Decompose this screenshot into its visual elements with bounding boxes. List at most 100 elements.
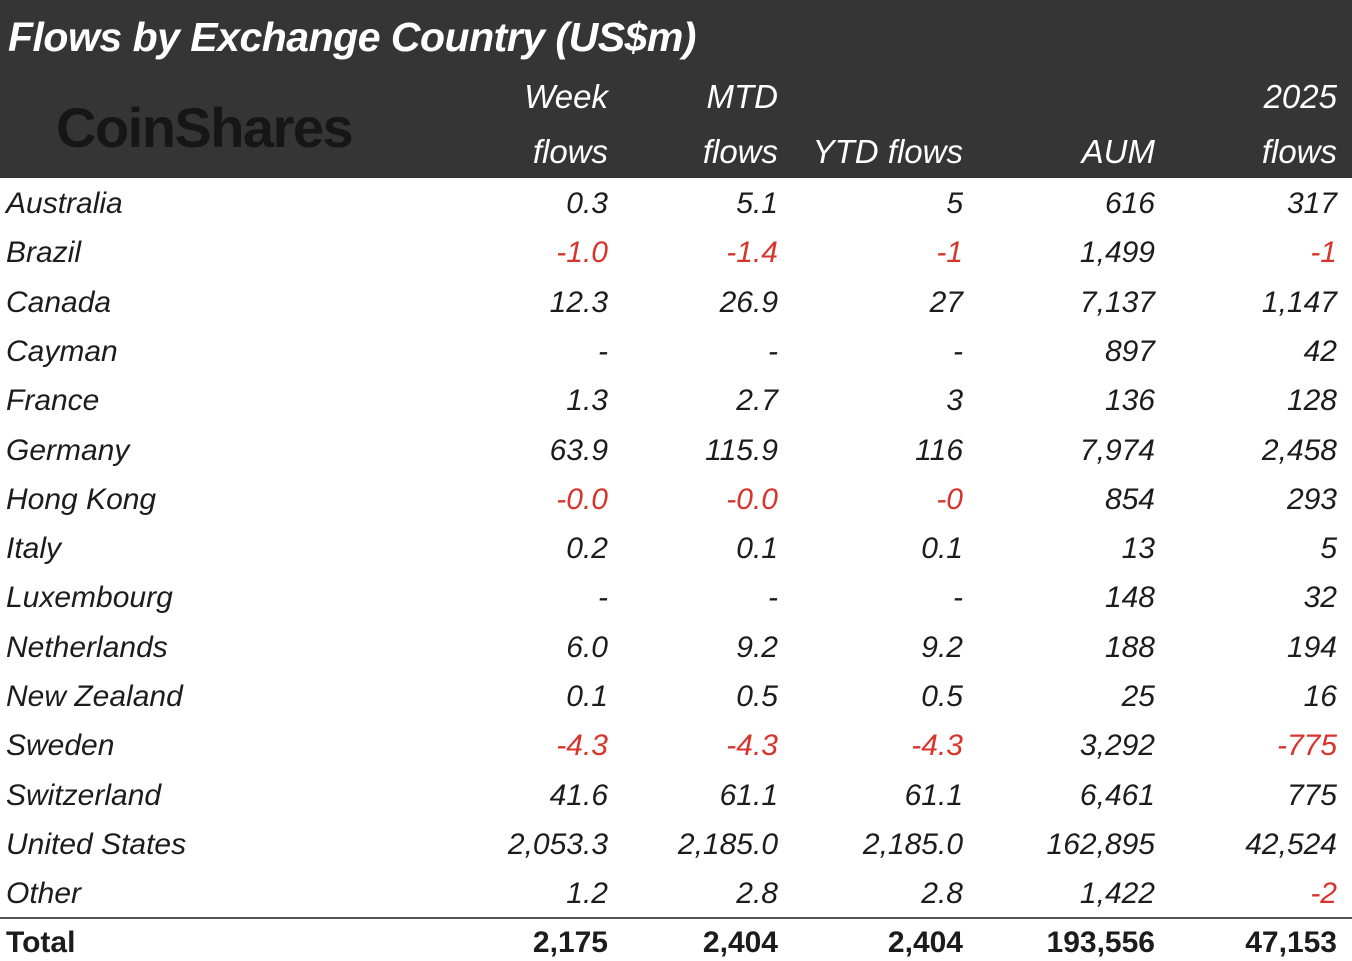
cell: -1 xyxy=(936,236,963,270)
row-label: United States xyxy=(6,827,187,861)
cell: 13 xyxy=(1121,532,1155,566)
cell: 775 xyxy=(1286,778,1337,812)
column-header: flows xyxy=(532,133,608,170)
cell: 136 xyxy=(1104,384,1155,418)
cell: 9.2 xyxy=(736,630,778,664)
cell: 5 xyxy=(946,187,963,220)
cell: 42,524 xyxy=(1245,827,1337,861)
cell: 42 xyxy=(1303,334,1337,368)
total-cell: 47,153 xyxy=(1245,926,1337,959)
cell: 2.8 xyxy=(921,877,963,911)
cell: 194 xyxy=(1286,630,1337,664)
cell: 128 xyxy=(1286,384,1337,418)
cell: 25 xyxy=(1121,680,1155,713)
cell: 7,137 xyxy=(1079,285,1155,319)
total-label: Total xyxy=(6,926,76,959)
column-header: YTD flows xyxy=(812,133,963,170)
cell: 162,895 xyxy=(1046,827,1155,861)
cell: - xyxy=(768,334,778,368)
cell: 9.2 xyxy=(921,630,963,664)
row-label: France xyxy=(6,384,100,418)
cell: 897 xyxy=(1104,334,1155,368)
cell: 61.1 xyxy=(904,778,963,812)
row-label: Netherlands xyxy=(6,630,168,664)
cell: 115.9 xyxy=(705,433,778,467)
row-label: Hong Kong xyxy=(6,482,157,516)
header-band xyxy=(0,0,1352,178)
title: Flows by Exchange Country (US$m) xyxy=(8,14,696,60)
cell: 32 xyxy=(1303,581,1337,615)
cell: 12.3 xyxy=(549,285,608,319)
cell: 5.1 xyxy=(736,187,778,220)
row-label: Switzerland xyxy=(6,778,162,812)
cell: 0.5 xyxy=(921,680,963,713)
column-header: MTD xyxy=(706,78,778,115)
total-rule xyxy=(0,917,1352,919)
cell: - xyxy=(768,581,778,615)
cell: 2,185.0 xyxy=(677,827,778,861)
cell: 0.3 xyxy=(566,187,608,220)
cell: 6,461 xyxy=(1079,778,1155,812)
cell: -0.0 xyxy=(556,482,608,516)
cell: - xyxy=(598,581,608,615)
cell: 293 xyxy=(1286,482,1337,516)
logo: CoinShares xyxy=(56,96,354,159)
column-header: flows xyxy=(702,133,778,170)
cell: - xyxy=(598,334,608,368)
cell: 1,147 xyxy=(1261,285,1337,319)
row-label: Sweden xyxy=(6,729,115,763)
cell: 317 xyxy=(1286,187,1337,220)
total-cell: 2,175 xyxy=(532,926,608,959)
cell: 27 xyxy=(929,285,963,319)
cell: 41.6 xyxy=(549,778,608,812)
row-label: Cayman xyxy=(6,334,118,368)
cell: - xyxy=(953,581,963,615)
row-label: Canada xyxy=(6,285,112,319)
cell: 0.2 xyxy=(566,532,608,566)
cell: 16 xyxy=(1303,680,1337,713)
cell: 0.5 xyxy=(736,680,778,713)
cell: 61.1 xyxy=(719,778,778,812)
cell: -4.3 xyxy=(556,729,608,763)
cell: 2.8 xyxy=(736,877,778,911)
cell: -2 xyxy=(1310,877,1337,911)
cell: 5 xyxy=(1320,532,1337,566)
cell: -1 xyxy=(1310,236,1337,270)
cell: 188 xyxy=(1104,630,1155,664)
cell: 6.0 xyxy=(566,630,608,664)
total-cell: 2,404 xyxy=(702,926,778,959)
cell: 1.3 xyxy=(566,384,608,418)
cell: 0.1 xyxy=(566,680,608,713)
cell: -0 xyxy=(936,482,963,516)
cell: 616 xyxy=(1104,187,1155,220)
cell: -1.4 xyxy=(726,236,778,270)
cell: 3 xyxy=(946,384,963,418)
cell: -775 xyxy=(1276,729,1337,763)
column-header: AUM xyxy=(1081,133,1155,170)
cell: 148 xyxy=(1104,581,1155,615)
cell: 2,458 xyxy=(1261,433,1337,467)
row-label: Other xyxy=(6,877,82,911)
cell: 2.7 xyxy=(736,384,778,418)
cell: 1,499 xyxy=(1079,236,1155,270)
row-label: Brazil xyxy=(6,236,82,270)
cell: -0.0 xyxy=(726,482,778,516)
cell: 2,185.0 xyxy=(862,827,963,861)
cell: 0.1 xyxy=(736,532,778,566)
cell: 63.9 xyxy=(549,433,608,467)
cell: 116 xyxy=(915,433,963,467)
cell: - xyxy=(953,334,963,368)
cell: 1.2 xyxy=(566,877,608,911)
cell: 2,053.3 xyxy=(507,827,608,861)
column-header: 2025 xyxy=(1263,78,1337,115)
total-cell: 2,404 xyxy=(887,926,963,959)
cell: 7,974 xyxy=(1079,433,1155,467)
cell: 0.1 xyxy=(921,532,963,566)
cell: -4.3 xyxy=(726,729,778,763)
column-header: flows xyxy=(1261,133,1337,170)
cell: -1.0 xyxy=(556,236,608,270)
cell: 1,422 xyxy=(1079,877,1155,911)
row-label: Australia xyxy=(6,187,123,220)
